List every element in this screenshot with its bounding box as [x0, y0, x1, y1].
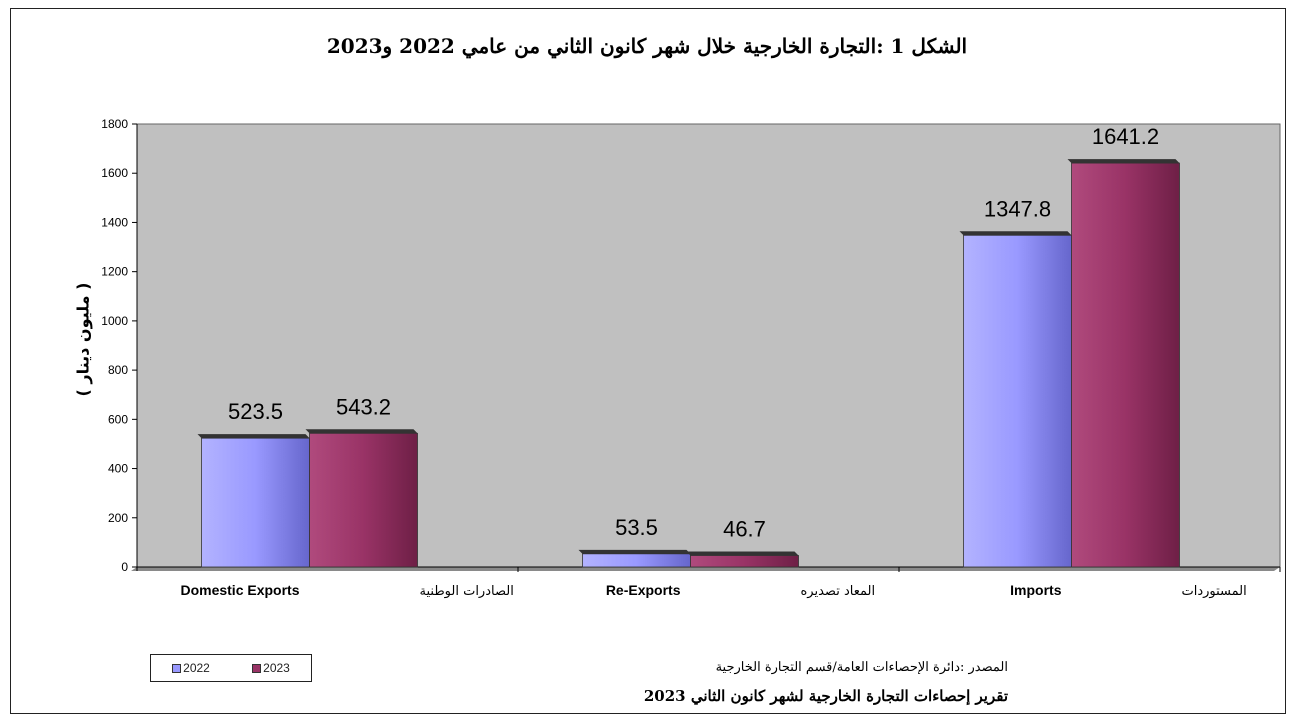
bar-top-2023-0 — [305, 429, 418, 434]
bar-top-2022-1 — [578, 549, 691, 554]
bar-top-2023-2 — [1067, 159, 1180, 164]
data-label-2022-0: 523.5 — [228, 399, 283, 424]
x-label-en-1: Re-Exports — [606, 582, 681, 598]
source-line-1: المصدر :دائرة الإحصاءات العامة/قسم التجا… — [715, 660, 1008, 675]
bar-top-2023-1 — [686, 551, 799, 556]
y-tick-label: 1800 — [101, 117, 128, 131]
plot-floor — [131, 567, 1280, 571]
y-tick-label: 600 — [108, 412, 128, 426]
y-tick-label: 800 — [108, 363, 128, 377]
x-label-ar-1: المعاد تصديره — [801, 584, 876, 599]
y-tick-label: 1600 — [101, 166, 128, 180]
legend: 2022 2023 — [150, 654, 312, 682]
legend-swatch-2023 — [252, 663, 262, 673]
bar-2022-1 — [582, 553, 691, 568]
data-label-2023-1: 46.7 — [723, 517, 766, 542]
chart-title: الشكل 1 :التجارة الخارجية خلال شهر كانون… — [326, 34, 968, 58]
data-label-2023-2: 1641.2 — [1092, 124, 1159, 149]
legend-item-2022: 2022 — [172, 661, 210, 675]
x-label-en-2: Imports — [1010, 582, 1062, 598]
bar-2023-2 — [1071, 162, 1180, 568]
x-label-ar-2: المستوردات — [1182, 584, 1247, 599]
bar-2022-0 — [201, 437, 310, 568]
data-label-2022-1: 53.5 — [615, 515, 658, 540]
bar-2023-0 — [309, 432, 418, 568]
x-label-ar-0: الصادرات الوطنية — [420, 584, 514, 599]
y-tick-label: 0 — [121, 560, 128, 574]
y-tick-label: 1200 — [101, 265, 128, 279]
bar-top-2022-0 — [197, 434, 310, 439]
source-line-2: تقرير إحصاءات التجارة الخارجية لشهر كانو… — [643, 687, 1008, 705]
legend-swatch-2022 — [172, 663, 182, 673]
legend-item-2023: 2023 — [252, 661, 290, 675]
source-note: المصدر :دائرة الإحصاءات العامة/قسم التجا… — [644, 654, 1008, 710]
y-tick-label: 1000 — [101, 314, 128, 328]
bar-2023-1 — [690, 555, 799, 568]
y-tick-label: 1400 — [101, 215, 128, 229]
legend-label-2022: 2022 — [183, 661, 210, 675]
data-label-2023-0: 543.2 — [336, 394, 391, 419]
bar-top-2022-2 — [959, 231, 1072, 236]
y-tick-label: 400 — [108, 462, 128, 476]
data-label-2022-2: 1347.8 — [984, 196, 1051, 221]
legend-label-2023: 2023 — [263, 661, 290, 675]
y-tick-label: 200 — [108, 511, 128, 525]
x-label-en-0: Domestic Exports — [180, 582, 299, 598]
bar-2022-2 — [963, 234, 1072, 568]
